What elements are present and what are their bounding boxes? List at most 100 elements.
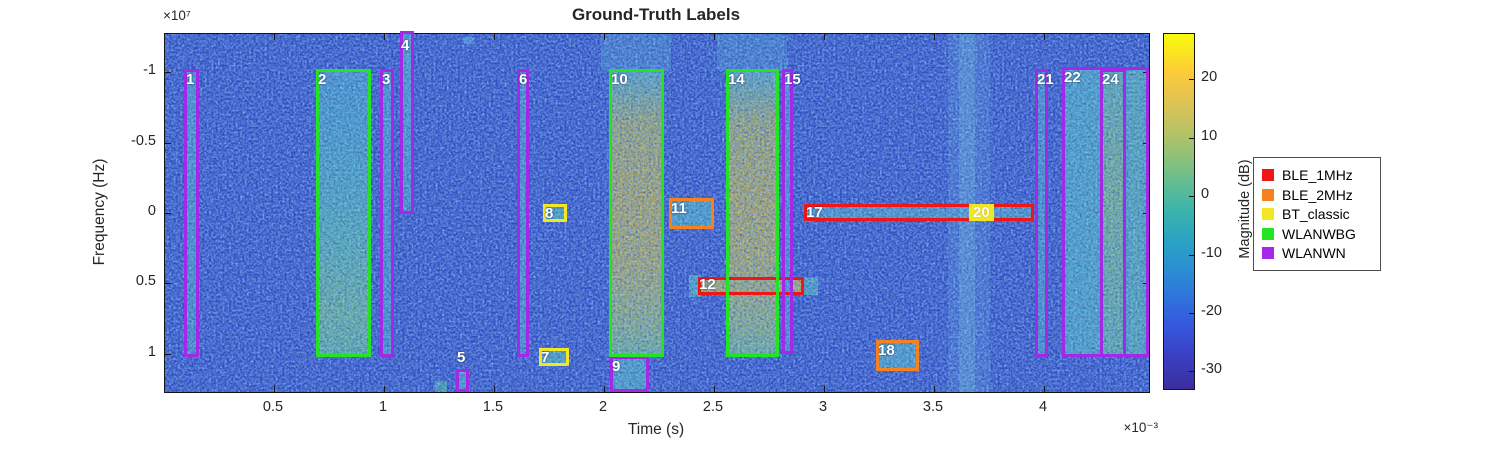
x-axis-title: Time (s) [627, 421, 685, 438]
colorbar-tick-label: 0 [1201, 186, 1210, 202]
annotation-box-18 [876, 340, 919, 371]
x-tick-mark [934, 386, 936, 392]
annotation-box-10 [609, 69, 664, 357]
annotation-box-12 [698, 277, 804, 295]
y-tick-label: -1 [143, 62, 156, 78]
plot-area: 1 2 3 4 5 6 7 8 9 10 11 12 14 15 17 18 20 21 22 24 [164, 31, 1150, 393]
x-tick-mark [824, 386, 826, 392]
legend-item-BLE_2MHz: BLE_2MHz [1262, 186, 1372, 203]
x-tick-label: 2 [598, 399, 608, 415]
y-tick-label: 0 [147, 203, 156, 219]
annotation-box-24 [1100, 69, 1126, 357]
annotation-label-15: 15 [784, 71, 801, 88]
annotation-label-4: 4 [401, 37, 410, 54]
annotation-box-5 [456, 369, 469, 392]
x-tick-mark [824, 34, 826, 40]
legend-label: WLANWBG [1282, 225, 1356, 242]
annotation-label-5: 5 [457, 349, 466, 366]
y-tick-label: 0.5 [135, 273, 156, 289]
x-tick-label: 2.5 [702, 399, 724, 415]
annotation-label-11: 11 [671, 200, 687, 217]
annotation-label-17: 17 [806, 204, 823, 221]
y-tick-mark [165, 72, 171, 74]
annotation-label-14: 14 [728, 71, 745, 88]
annotation-box-17 [804, 204, 1034, 221]
annotation-box-14 [726, 69, 779, 357]
x-tick-mark [604, 386, 606, 392]
annotation-box-2 [316, 69, 371, 357]
annotation-label-3: 3 [382, 71, 391, 88]
annotation-label-9: 9 [612, 358, 621, 375]
y-tick-mark [165, 283, 171, 285]
y-tick-mark [165, 143, 171, 145]
annotation-label-20: 20 [969, 204, 994, 221]
x-tick-label: 0.5 [262, 399, 284, 415]
x-tick-label: 4 [1038, 399, 1048, 415]
annotation-box-4 [400, 31, 414, 214]
x-tick-mark [714, 386, 716, 392]
annotation-box-3 [380, 69, 394, 357]
legend-item-BT_classic: BT_classic [1262, 206, 1372, 223]
colorbar-tick-mark [1189, 371, 1194, 373]
annotation-box-6 [517, 69, 529, 357]
annotation-label-10: 10 [611, 71, 628, 88]
annotation-label-18: 18 [878, 342, 895, 359]
x-tick-label: 3 [818, 399, 828, 415]
annotation-label-21: 21 [1037, 71, 1054, 88]
x-tick-label: 1.5 [482, 399, 504, 415]
legend-swatch [1262, 247, 1274, 259]
legend-label: BT_classic [1282, 206, 1350, 222]
x-tick-mark [494, 386, 496, 392]
annotation-box-7 [539, 348, 569, 366]
legend-item-BLE_1MHz: BLE_1MHz [1262, 167, 1372, 184]
annotation-box-9 [610, 356, 649, 392]
legend-label: WLANWN [1282, 245, 1346, 261]
annotation-box-21 [1035, 69, 1048, 357]
x-tick-mark [934, 34, 936, 40]
x-tick-mark [1044, 34, 1046, 40]
x-tick-mark [274, 34, 276, 40]
annotation-label-7: 7 [541, 349, 550, 366]
annotation-box-11 [669, 198, 714, 229]
colorbar-tick-label: -30 [1201, 361, 1222, 377]
colorbar-tick-label: 10 [1201, 128, 1218, 144]
x-tick-label: 3.5 [922, 399, 944, 415]
y-tick-label: 1 [147, 344, 156, 360]
colorbar-tick-mark [1189, 313, 1194, 315]
annotation-label-22: 22 [1064, 69, 1081, 86]
colorbar-tick-mark [1189, 196, 1194, 198]
legend-item-WLANWN: WLANWN [1262, 245, 1372, 262]
y-tick-mark [165, 354, 171, 356]
legend-swatch [1262, 188, 1274, 201]
y-tick-mark [165, 213, 171, 215]
x-tick-mark [604, 34, 606, 40]
x-tick-mark [494, 34, 496, 40]
annotation-label-24: 24 [1102, 71, 1119, 88]
annotation-label-8: 8 [545, 205, 554, 222]
annotation-layer: 1 2 3 4 5 6 7 8 9 10 11 12 14 15 17 18 20 21 22 24 [165, 31, 1149, 392]
legend-swatch [1262, 169, 1274, 181]
legend-label: BLE_1MHz [1282, 167, 1353, 183]
annotation-label-2: 2 [318, 71, 327, 88]
legend-swatch [1262, 208, 1274, 220]
annotation-label-12: 12 [699, 276, 716, 293]
colorbar-tick-mark [1189, 255, 1194, 257]
colorbar-tick-label: -10 [1201, 245, 1222, 261]
legend: BLE_1MHz BLE_2MHz BT_classic WLANWBG WLANWN [1253, 157, 1381, 271]
legend-label: BLE_2MHz [1282, 186, 1353, 203]
colorbar-tick-mark [1189, 138, 1194, 140]
x-tick-mark [384, 34, 386, 40]
chart-title: Ground-Truth Labels [571, 5, 741, 24]
y-tick-label: -0.5 [131, 133, 156, 149]
legend-swatch [1262, 227, 1274, 240]
x-tick-label: 1 [378, 399, 388, 415]
x-tick-mark [714, 34, 716, 40]
x-tick-mark [274, 386, 276, 392]
colorbar-tick-label: -20 [1201, 303, 1222, 319]
legend-item-WLANWBG: WLANWBG [1262, 225, 1372, 242]
annotation-label-1: 1 [186, 71, 195, 88]
colorbar-tick-mark [1189, 79, 1194, 81]
annotation-label-6: 6 [519, 71, 528, 88]
annotation-box-1 [184, 69, 199, 357]
